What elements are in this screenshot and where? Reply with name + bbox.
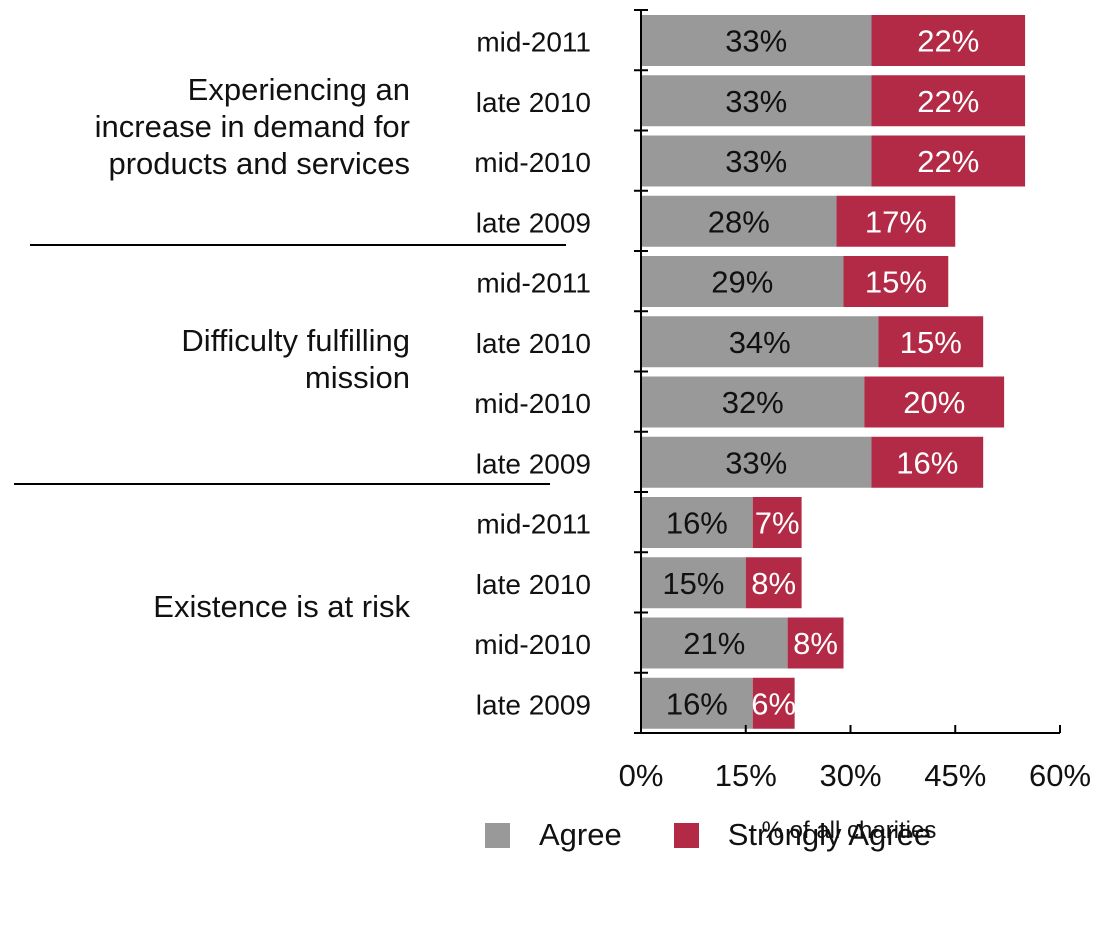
data-label-agree: 28% [708,204,770,239]
data-label-strongly-agree: 16% [896,445,958,480]
data-label-agree: 16% [666,686,728,721]
x-tick-label: 30% [819,758,881,793]
data-label-strongly-agree: 15% [865,265,927,300]
group-label-fulfilling-mission: Difficulty fulfilling mission [181,323,410,395]
x-tick-label: 0% [619,758,664,793]
legend-swatch-strongly-agree [673,822,699,848]
data-label-strongly-agree: 15% [900,325,962,360]
bar-agree [641,75,872,127]
bar-agree [641,15,872,66]
bar-agree [641,677,753,729]
category-label: mid-2010 [474,388,591,419]
legend-label-strongly-agree: Strongly Agree [727,817,932,852]
category-label: late 2009 [476,448,591,479]
category-label: mid-2011 [476,509,591,540]
data-label-strongly-agree: 22% [917,144,979,179]
bar-agree [641,195,837,247]
x-tick-label: 15% [715,758,777,793]
bar-strongly-agree [871,75,1026,127]
bar-strongly-agree [878,316,984,368]
category-label: late 2010 [476,328,591,359]
bar-agree [641,376,865,428]
bar-agree [641,316,879,368]
data-label-agree: 29% [711,265,773,300]
group-separator-2 [14,483,550,485]
bar-strongly-agree [871,436,984,488]
data-label-agree: 33% [725,445,787,480]
data-label-strongly-agree: 20% [903,385,965,420]
data-label-agree: 21% [683,626,745,661]
bar-strongly-agree [864,376,1005,428]
data-label-strongly-agree: 7% [755,506,800,541]
bar-agree [641,557,746,609]
data-label-strongly-agree: 22% [917,84,979,119]
data-label-strongly-agree: 8% [793,626,838,661]
bar-agree [641,436,872,488]
legend-swatch-agree [485,822,510,848]
data-label-strongly-agree: 8% [751,566,796,601]
bar-strongly-agree [843,256,949,307]
x-axis-title: % of all charities [762,817,937,844]
x-tick-label: 45% [924,758,986,793]
category-label: mid-2010 [474,147,591,178]
data-label-strongly-agree: 22% [917,24,979,59]
bar-strongly-agree [787,617,844,669]
bar-strongly-agree [871,15,1026,66]
bar-strongly-agree [836,195,956,247]
category-label: mid-2010 [474,629,591,660]
bar-agree [641,617,788,669]
legend-label-agree: Agree [539,817,622,852]
group-label-increase-demand: Experiencing an increase in demand for p… [94,72,410,181]
legend-item-agree: Agree [485,817,622,853]
x-tick-label: 60% [1029,758,1091,793]
category-label: late 2009 [476,689,591,720]
data-label-agree: 33% [725,144,787,179]
legend: Agree Strongly Agree [485,815,983,855]
category-label: mid-2011 [476,268,591,299]
group-label-existence-at-risk: Existence is at risk [153,589,410,624]
bar-agree [641,256,844,307]
data-label-agree: 34% [729,325,791,360]
category-label: late 2010 [476,569,591,600]
bar-agree [641,135,872,187]
category-label: late 2010 [476,87,591,118]
bar-strongly-agree [745,557,802,609]
legend-item-strongly-agree: Strongly Agree [673,817,932,853]
bar-strongly-agree [871,135,1026,187]
category-label: mid-2011 [476,27,591,58]
group-separator-1 [30,244,566,246]
bar-strongly-agree [752,497,802,548]
data-label-strongly-agree: 17% [865,204,927,239]
bar-agree [641,497,753,548]
data-label-agree: 15% [662,566,724,601]
data-label-strongly-agree: 6% [751,686,796,721]
data-label-agree: 33% [725,24,787,59]
bar-strongly-agree [752,677,795,729]
data-label-agree: 16% [666,506,728,541]
category-label: late 2009 [476,207,591,238]
data-label-agree: 33% [725,84,787,119]
data-label-agree: 32% [722,385,784,420]
